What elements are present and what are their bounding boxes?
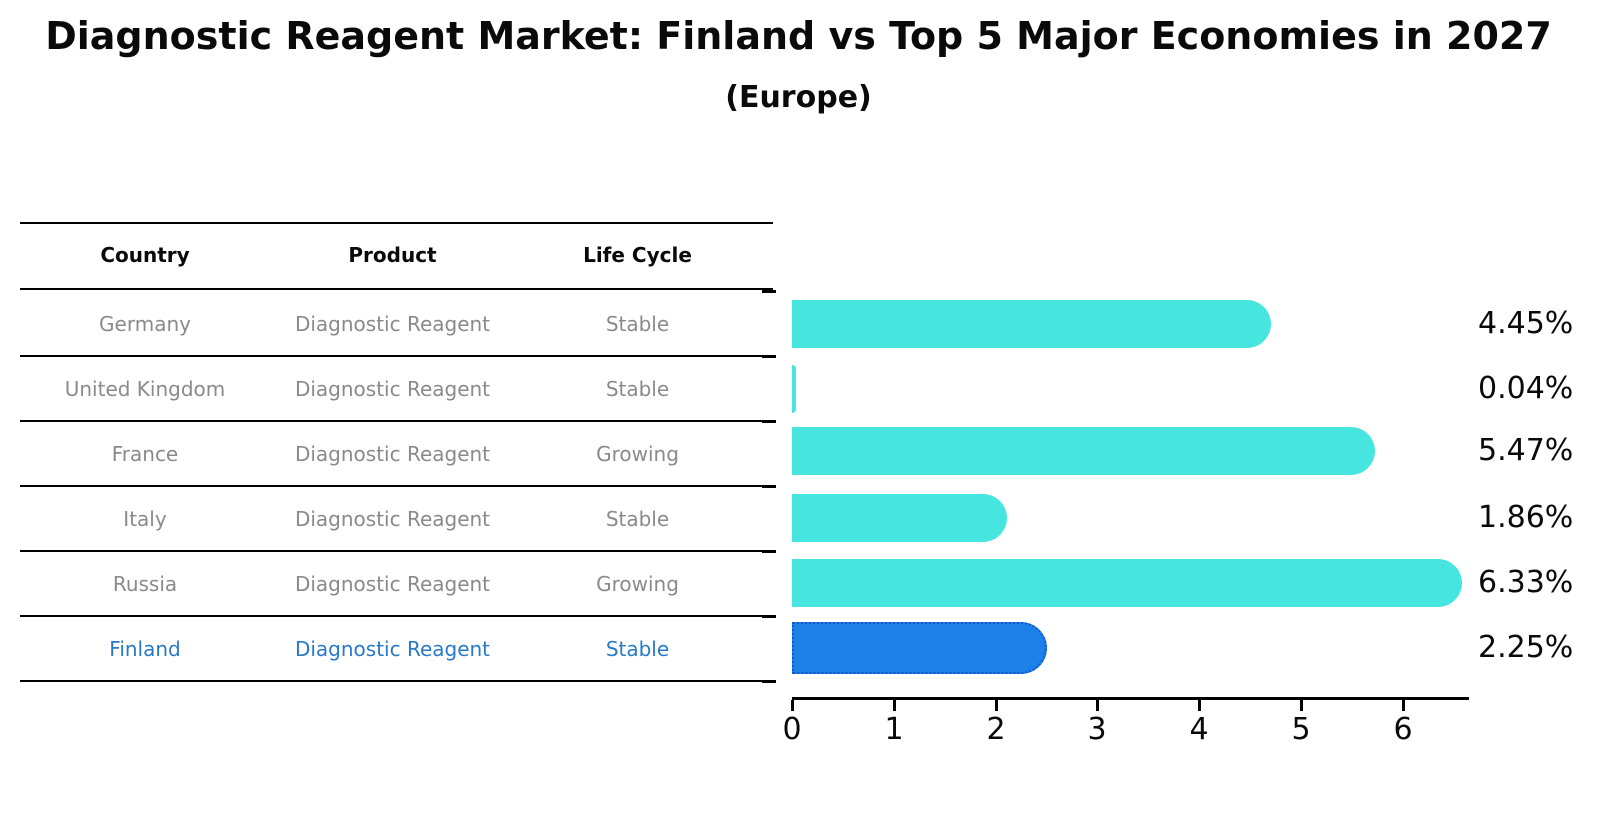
- bar-italy: [792, 494, 1008, 542]
- y-axis-tick: [762, 355, 776, 358]
- x-axis-tick: [791, 700, 794, 711]
- value-label-united-kingdom: 0.04%: [1478, 371, 1574, 406]
- bar-russia: [792, 559, 1463, 607]
- cell-product: Diagnostic Reagent: [294, 377, 491, 401]
- x-axis-line: [792, 697, 1469, 700]
- cell-country: Germany: [99, 312, 191, 336]
- value-label-russia: 6.33%: [1478, 565, 1574, 600]
- x-tick-label: 0: [782, 712, 802, 747]
- cell-country: France: [111, 442, 179, 466]
- cell-country: Russia: [112, 572, 178, 596]
- x-tick-label: 1: [884, 712, 904, 747]
- table-row-divider: [20, 615, 773, 617]
- x-tick-label: 6: [1393, 712, 1413, 747]
- cell-country: Italy: [123, 507, 167, 531]
- x-axis-tick: [893, 700, 896, 711]
- column-header-country: Country: [100, 243, 190, 267]
- column-header-life-cycle: Life Cycle: [583, 243, 692, 267]
- table-row: Italy Diagnostic Reagent Stable: [20, 505, 773, 533]
- cell-life-cycle: Stable: [605, 507, 670, 531]
- cell-product: Diagnostic Reagent: [294, 442, 491, 466]
- cell-life-cycle: Stable: [605, 312, 670, 336]
- cell-life-cycle: Growing: [596, 572, 679, 596]
- x-axis-tick: [995, 700, 998, 711]
- cell-life-cycle: Growing: [596, 442, 679, 466]
- value-label-france: 5.47%: [1478, 433, 1574, 468]
- table-border-top: [20, 222, 773, 224]
- bar-united-kingdom: [792, 365, 797, 413]
- table-row: France Diagnostic Reagent Growing: [20, 440, 773, 468]
- table-row-divider: [20, 550, 773, 552]
- table-row-finland: Finland Diagnostic Reagent Stable: [20, 635, 773, 663]
- y-axis-tick: [762, 420, 776, 423]
- cell-product: Diagnostic Reagent: [294, 312, 491, 336]
- cell-life-cycle: Stable: [605, 637, 670, 661]
- x-tick-label: 4: [1189, 712, 1209, 747]
- x-axis-tick: [1300, 700, 1303, 711]
- column-header-product: Product: [348, 243, 437, 267]
- x-tick-label: 3: [1087, 712, 1107, 747]
- x-axis-tick: [1198, 700, 1201, 711]
- cell-life-cycle: Stable: [605, 377, 670, 401]
- y-axis-tick: [762, 615, 776, 618]
- table-row: Germany Diagnostic Reagent Stable: [20, 310, 773, 338]
- x-axis-tick: [1096, 700, 1099, 711]
- y-axis-tick: [762, 485, 776, 488]
- cell-product: Diagnostic Reagent: [294, 572, 491, 596]
- x-tick-label: 5: [1291, 712, 1311, 747]
- cell-product: Diagnostic Reagent: [294, 507, 491, 531]
- table-row: United Kingdom Diagnostic Reagent Stable: [20, 375, 773, 403]
- x-axis-tick: [1402, 700, 1405, 711]
- bar-germany: [792, 300, 1271, 348]
- cell-country: Finland: [109, 637, 181, 661]
- y-axis-tick: [762, 680, 776, 683]
- y-axis-tick: [762, 290, 776, 293]
- table-header-row: Country Product Life Cycle: [20, 241, 773, 269]
- chart-subtitle: (Europe): [725, 80, 872, 115]
- table-row-divider: [20, 355, 773, 357]
- bar-finland: [792, 622, 1048, 674]
- value-label-germany: 4.45%: [1478, 306, 1574, 341]
- cell-product: Diagnostic Reagent: [294, 637, 491, 661]
- value-label-finland: 2.25%: [1478, 630, 1574, 665]
- bar-france: [792, 427, 1375, 475]
- cell-country: United Kingdom: [64, 377, 226, 401]
- table-row-divider: [20, 485, 773, 487]
- table-row-divider: [20, 420, 773, 422]
- y-axis-tick: [762, 550, 776, 553]
- chart-title: Diagnostic Reagent Market: Finland vs To…: [45, 14, 1552, 58]
- table-row: Russia Diagnostic Reagent Growing: [20, 570, 773, 598]
- value-label-italy: 1.86%: [1478, 500, 1574, 535]
- table-header-divider: [20, 288, 773, 290]
- table-border-bottom: [20, 680, 773, 682]
- x-tick-label: 2: [986, 712, 1006, 747]
